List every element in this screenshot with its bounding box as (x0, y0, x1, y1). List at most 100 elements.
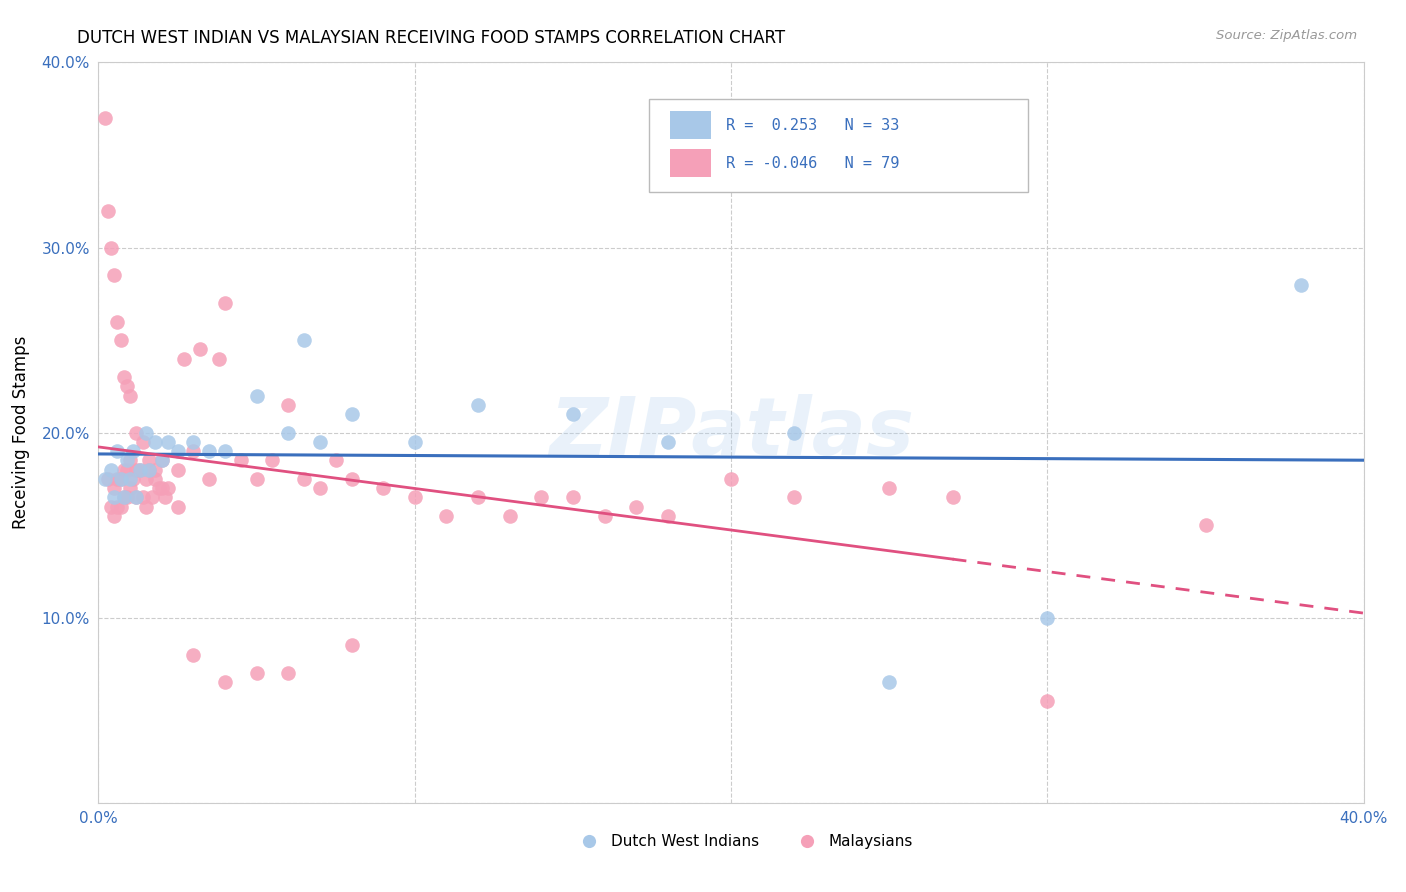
Point (1194, 518, 1216, 533)
Point (150, 453, 173, 467)
Point (277, 398, 299, 412)
Point (115, 491, 138, 505)
Point (135, 500, 157, 514)
Point (93, 472, 117, 486)
Text: Malaysians: Malaysians (828, 834, 912, 849)
Point (138, 462, 160, 476)
Point (371, 481, 394, 495)
Point (783, 491, 806, 505)
Point (110, 472, 132, 486)
Y-axis label: Receiving Food Stamps: Receiving Food Stamps (13, 336, 31, 529)
Point (110, 500, 132, 514)
Text: R = -0.046   N = 79: R = -0.046 N = 79 (725, 156, 900, 171)
Point (100, 462, 122, 476)
Text: Dutch West Indians: Dutch West Indians (610, 834, 759, 849)
Point (183, 444, 205, 458)
Point (120, 453, 141, 467)
Bar (671, 149, 711, 178)
Point (1289, 277, 1312, 292)
Point (292, 472, 315, 486)
Point (561, 407, 585, 421)
Point (467, 491, 489, 505)
Point (103, 268, 125, 283)
Point (530, 491, 553, 505)
Point (128, 462, 150, 476)
Point (157, 481, 180, 495)
Point (148, 481, 170, 495)
Point (404, 491, 426, 505)
FancyBboxPatch shape (648, 99, 1028, 192)
Point (229, 453, 252, 467)
Point (166, 444, 188, 458)
Point (103, 508, 125, 523)
Point (1036, 694, 1059, 708)
Point (340, 639, 363, 653)
Point (214, 296, 236, 310)
Point (128, 462, 150, 476)
Point (208, 351, 231, 366)
Point (120, 388, 141, 402)
Point (214, 444, 236, 458)
Point (115, 462, 138, 476)
Point (340, 407, 363, 421)
Point (277, 666, 299, 681)
Point (657, 434, 679, 449)
Point (125, 462, 148, 476)
Point (138, 462, 160, 476)
Point (198, 472, 221, 486)
Point (107, 444, 129, 458)
Point (166, 500, 188, 514)
Point (145, 462, 166, 476)
Point (624, 500, 647, 514)
Point (246, 388, 269, 402)
Point (309, 434, 332, 449)
Point (657, 508, 679, 523)
Point (141, 491, 163, 505)
Point (188, 343, 211, 357)
Point (593, 508, 616, 523)
Point (561, 491, 585, 505)
Point (112, 491, 135, 505)
Point (153, 491, 176, 505)
Point (138, 453, 160, 467)
Point (340, 472, 363, 486)
Point (150, 453, 173, 467)
Point (112, 491, 135, 505)
Point (112, 370, 135, 384)
Point (132, 434, 155, 449)
Point (125, 491, 148, 505)
Point (100, 500, 122, 514)
Text: Source: ZipAtlas.com: Source: ZipAtlas.com (1216, 29, 1357, 42)
Point (120, 481, 141, 495)
Point (246, 472, 269, 486)
Point (1036, 610, 1059, 624)
Point (120, 472, 141, 486)
Point (183, 648, 205, 662)
Point (97, 472, 120, 486)
Point (942, 491, 965, 505)
Point (436, 508, 458, 523)
Point (783, 425, 806, 440)
Point (115, 453, 138, 467)
Point (115, 379, 138, 393)
Point (262, 453, 284, 467)
Point (135, 472, 157, 486)
Point (877, 675, 900, 690)
Point (107, 472, 129, 486)
Point (122, 444, 145, 458)
Point (135, 425, 157, 440)
Point (110, 472, 132, 486)
Point (150, 481, 173, 495)
Point (325, 453, 347, 467)
Point (173, 351, 195, 366)
Point (103, 481, 125, 495)
Point (125, 491, 148, 505)
Point (404, 434, 426, 449)
Text: DUTCH WEST INDIAN VS MALAYSIAN RECEIVING FOOD STAMPS CORRELATION CHART: DUTCH WEST INDIAN VS MALAYSIAN RECEIVING… (77, 29, 786, 46)
Point (246, 666, 269, 681)
Point (112, 462, 135, 476)
Point (183, 434, 205, 449)
Point (125, 425, 148, 440)
Point (145, 472, 166, 486)
Point (103, 491, 125, 505)
